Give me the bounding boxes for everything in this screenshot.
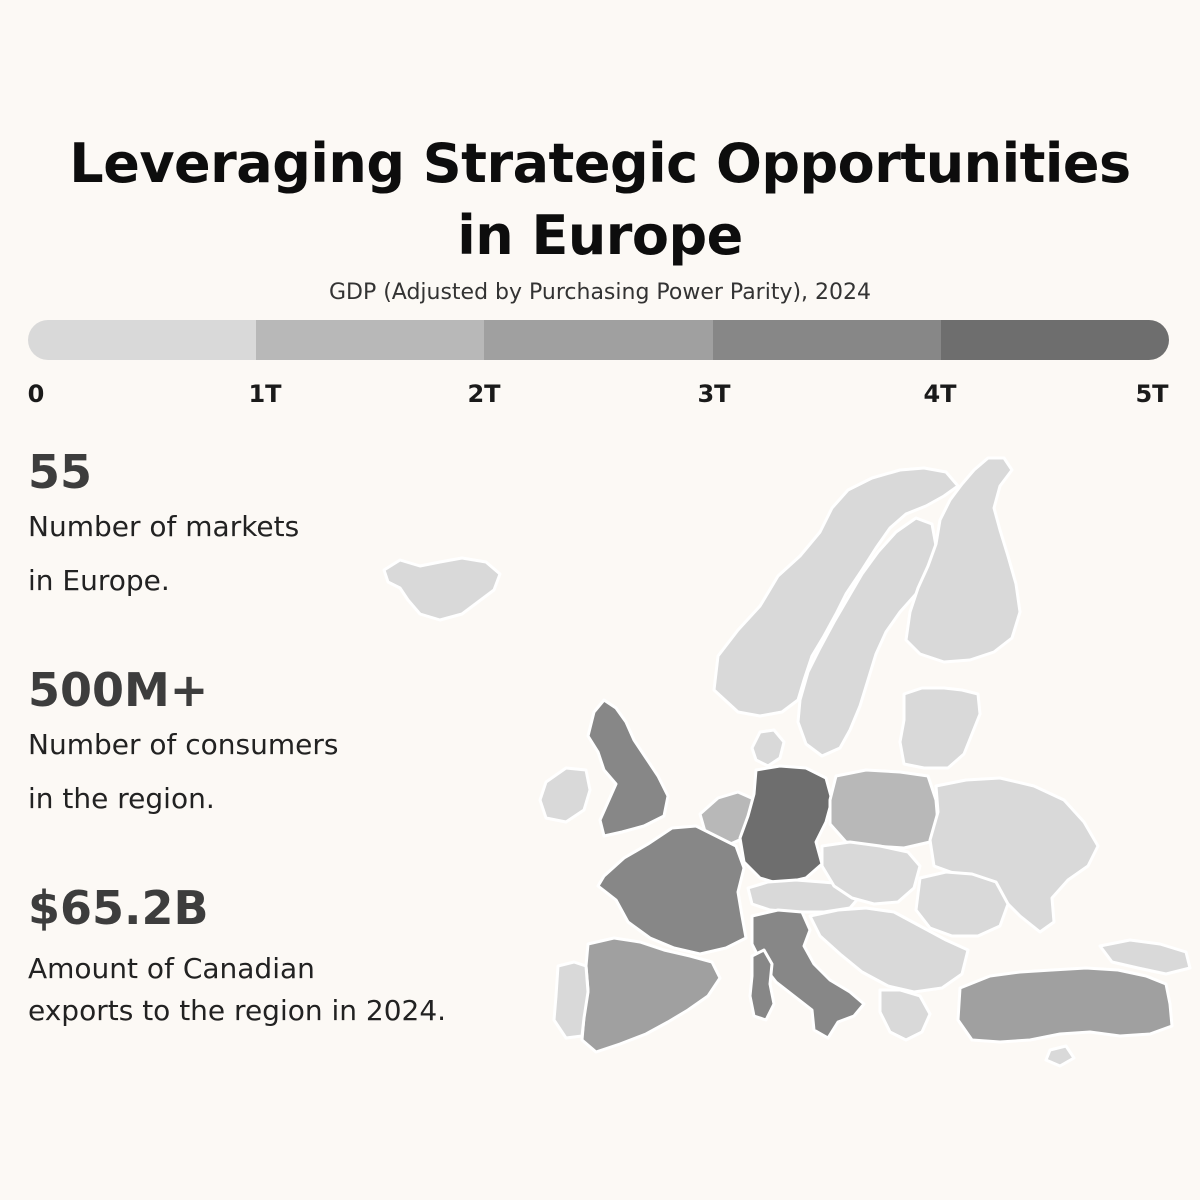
legend-tick-3t: 3T [697, 380, 731, 408]
map-country-baltics [898, 686, 982, 770]
stat-exports-line-2: exports to the region in 2024. [28, 994, 447, 1027]
map-country-balkans [808, 906, 970, 994]
stat-exports-line-1: Amount of Canadian [28, 952, 315, 985]
map-country-turkey [956, 966, 1174, 1044]
map-country-united-kingdom [586, 698, 670, 838]
stat-markets-value: 55 [28, 445, 93, 499]
stat-consumers-line-2: in the region. [28, 782, 215, 815]
title-line-2: in Europe [457, 204, 743, 267]
map-country-poland [828, 768, 940, 850]
map-country-cyprus [1044, 1044, 1076, 1068]
map-country-spain [580, 936, 722, 1054]
map-country-germany [738, 764, 834, 886]
legend-tick-0: 0 [27, 380, 45, 408]
map-country-switzerland-austria [746, 878, 864, 914]
stat-markets-line-1: Number of markets [28, 510, 300, 543]
map-country-benelux [698, 790, 758, 848]
legend-tick-1t: 1T [248, 380, 282, 408]
map-country-iceland [382, 556, 502, 622]
map-country-finland [904, 456, 1022, 664]
legend-segment-0-1t [28, 320, 257, 360]
legend-segment-4t-5t [940, 320, 1169, 360]
page-title: Leveraging Strategic Opportunities in Eu… [0, 128, 1200, 272]
stat-exports: $65.2B Amount of Canadian exports to the… [28, 880, 446, 1032]
gdp-legend-bar [28, 320, 1169, 360]
stat-markets: 55 Number of markets in Europe. [28, 444, 299, 608]
title-line-1: Leveraging Strategic Opportunities [69, 132, 1131, 195]
legend-segment-2t-3t [484, 320, 713, 360]
map-country-norway [712, 466, 960, 718]
stat-exports-value: $65.2B [28, 881, 209, 935]
map-country-romania-moldova [914, 870, 1010, 938]
map-country-france [596, 824, 748, 956]
legend-tick-2t: 2T [467, 380, 501, 408]
map-country-sardinia-corsica [748, 948, 776, 1022]
stat-markets-line-2: in Europe. [28, 564, 170, 597]
stat-consumers-line-1: Number of consumers [28, 728, 339, 761]
legend-segment-1t-2t [256, 320, 485, 360]
legend-tick-4t: 4T [923, 380, 957, 408]
legend-tick-5t: 5T [1135, 380, 1169, 408]
map-country-italy [750, 908, 866, 1040]
map-country-portugal [552, 960, 590, 1040]
map-country-ireland [538, 766, 592, 824]
map-country-caucasus [1098, 938, 1192, 976]
map-country-greece [878, 988, 932, 1042]
legend-subtitle: GDP (Adjusted by Purchasing Power Parity… [328, 280, 872, 305]
map-country-sweden [796, 516, 938, 758]
stat-consumers-value: 500M+ [28, 663, 209, 717]
stat-consumers: 500M+ Number of consumers in the region. [28, 662, 338, 826]
map-country-ukraine-belarus [928, 776, 1100, 934]
map-country-denmark [750, 728, 786, 768]
legend-segment-3t-4t [712, 320, 941, 360]
map-country-czech-slovakia-hungary [820, 840, 922, 906]
